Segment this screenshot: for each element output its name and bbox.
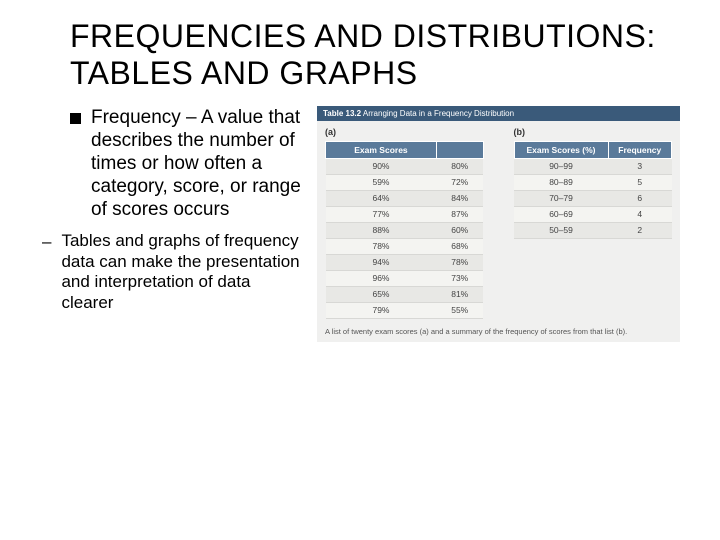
table-cell: 50–59 — [514, 222, 608, 238]
table-cell: 81% — [436, 286, 483, 302]
table-cell: 68% — [436, 238, 483, 254]
table-header-cell: Frequency — [608, 141, 671, 158]
dash-bullet-icon: – — [42, 232, 51, 313]
table-cell: 64% — [326, 190, 437, 206]
table-row: 60–694 — [514, 206, 672, 222]
table-cell: 72% — [436, 174, 483, 190]
table-cell: 59% — [326, 174, 437, 190]
table-cell: 55% — [436, 302, 483, 318]
bullet-secondary: – Tables and graphs of frequency data ca… — [42, 231, 305, 313]
table-row: 88%60% — [326, 222, 484, 238]
table-cell: 65% — [326, 286, 437, 302]
table-row: 70–796 — [514, 190, 672, 206]
table-row: 78%68% — [326, 238, 484, 254]
bullet-primary-text: Frequency – A value that describes the n… — [91, 106, 305, 222]
table-cell: 87% — [436, 206, 483, 222]
table-cell: 80% — [436, 158, 483, 174]
table-cell: 88% — [326, 222, 437, 238]
table-row: 90%80% — [326, 158, 484, 174]
table-row: 77%87% — [326, 206, 484, 222]
square-bullet-icon — [70, 113, 81, 124]
table-cell: 78% — [326, 238, 437, 254]
table-row: 79%55% — [326, 302, 484, 318]
table-cell: 73% — [436, 270, 483, 286]
table-row: 64%84% — [326, 190, 484, 206]
table-cell: 90–99 — [514, 158, 608, 174]
bullet-primary: Frequency – A value that describes the n… — [70, 106, 305, 222]
table-cell: 77% — [326, 206, 437, 222]
table-row: 50–592 — [514, 222, 672, 238]
figure-panel: Table 13.2 Arranging Data in a Frequency… — [317, 106, 680, 342]
text-column: Frequency – A value that describes the n… — [70, 106, 305, 342]
table-row: 90–993 — [514, 158, 672, 174]
table-cell: 94% — [326, 254, 437, 270]
table-cell: 80–89 — [514, 174, 608, 190]
table-b-label: (b) — [514, 127, 673, 137]
table-cell: 2 — [608, 222, 671, 238]
table-cell: 3 — [608, 158, 671, 174]
table-cell: 70–79 — [514, 190, 608, 206]
table-a-section: (a) Exam Scores90%80%59%72%64%84%77%87%8… — [325, 127, 484, 319]
table-cell: 4 — [608, 206, 671, 222]
table-cell: 60–69 — [514, 206, 608, 222]
table-row: 80–895 — [514, 174, 672, 190]
slide-title: FREQUENCIES AND DISTRIBUTIONS: TABLES AN… — [70, 18, 680, 92]
figure-caption-bar: Table 13.2 Arranging Data in a Frequency… — [317, 106, 680, 121]
table-cell: 84% — [436, 190, 483, 206]
table-header-cell — [436, 141, 483, 158]
table-row: 59%72% — [326, 174, 484, 190]
table-b-section: (b) Exam Scores (%)Frequency90–99380–895… — [514, 127, 673, 319]
figure-bottom-caption: A list of twenty exam scores (a) and a s… — [317, 323, 680, 342]
table-cell: 5 — [608, 174, 671, 190]
table-cell: 96% — [326, 270, 437, 286]
table-a: Exam Scores90%80%59%72%64%84%77%87%88%60… — [325, 141, 484, 319]
table-row: 94%78% — [326, 254, 484, 270]
bullet-secondary-text: Tables and graphs of frequency data can … — [61, 231, 305, 313]
table-row: 96%73% — [326, 270, 484, 286]
figure-caption-prefix: Table 13.2 — [323, 109, 361, 118]
table-cell: 6 — [608, 190, 671, 206]
table-header-cell: Exam Scores (%) — [514, 141, 608, 158]
table-header-cell: Exam Scores — [326, 141, 437, 158]
table-cell: 78% — [436, 254, 483, 270]
tables-wrap: (a) Exam Scores90%80%59%72%64%84%77%87%8… — [317, 121, 680, 323]
table-a-label: (a) — [325, 127, 484, 137]
table-cell: 79% — [326, 302, 437, 318]
table-b: Exam Scores (%)Frequency90–99380–89570–7… — [514, 141, 673, 239]
table-cell: 90% — [326, 158, 437, 174]
table-cell: 60% — [436, 222, 483, 238]
table-row: 65%81% — [326, 286, 484, 302]
figure-caption-text: Arranging Data in a Frequency Distributi… — [363, 109, 514, 118]
content-row: Frequency – A value that describes the n… — [70, 106, 680, 342]
